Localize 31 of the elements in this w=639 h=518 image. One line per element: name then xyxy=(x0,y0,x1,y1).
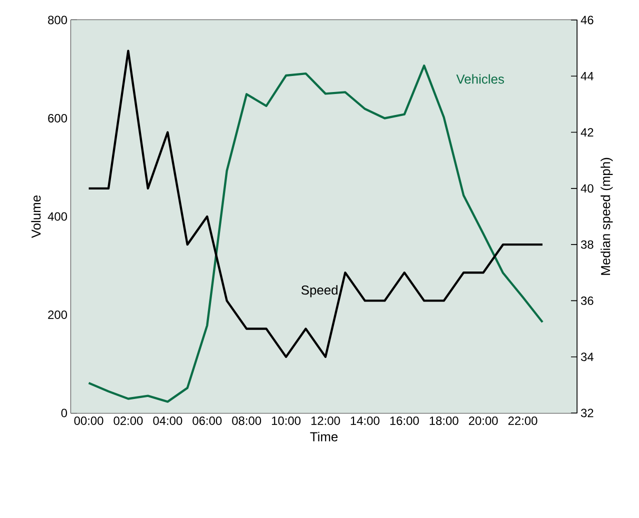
y-axis-title: Volume xyxy=(31,195,41,238)
y2-tick-label: 38 xyxy=(580,240,594,249)
y2-tick-label: 40 xyxy=(580,184,594,193)
x-tick-label: 16:00 xyxy=(390,416,419,425)
x-tick-label: 00:00 xyxy=(74,416,104,425)
y-tick-label: 0 xyxy=(61,408,68,418)
x-tick-label: 12:00 xyxy=(311,416,340,425)
y-tick-label: 400 xyxy=(48,212,68,221)
x-tick-label: 06:00 xyxy=(192,416,222,425)
y2-tick-label: 32 xyxy=(580,408,594,418)
x-tick-label: 22:00 xyxy=(508,416,538,425)
y2-tick-label: 44 xyxy=(580,72,594,80)
y2-tick-label: 42 xyxy=(580,128,594,136)
y-tick-label: 200 xyxy=(48,310,68,319)
x-axis-title: Time xyxy=(310,432,338,442)
y-tick-label: 600 xyxy=(48,114,68,122)
y2-tick-label: 36 xyxy=(580,296,594,305)
y2-tick-label: 46 xyxy=(580,16,594,24)
series-label: Speed xyxy=(301,285,338,298)
x-tick-label: 20:00 xyxy=(468,416,498,425)
x-tick-label: 04:00 xyxy=(153,416,182,425)
x-tick-label: 08:00 xyxy=(232,416,262,425)
y2-tick-label: 34 xyxy=(580,352,594,362)
x-tick-label: 14:00 xyxy=(350,416,380,425)
y2-axis-title: Median speed (mph) xyxy=(600,158,613,275)
line-series xyxy=(88,64,544,403)
series-label: Vehicles xyxy=(456,74,504,84)
y-tick-label: 800 xyxy=(48,16,68,24)
x-tick-label: 02:00 xyxy=(114,416,143,425)
x-tick-label: 18:00 xyxy=(430,416,458,425)
x-tick-label: 10:00 xyxy=(272,416,301,425)
